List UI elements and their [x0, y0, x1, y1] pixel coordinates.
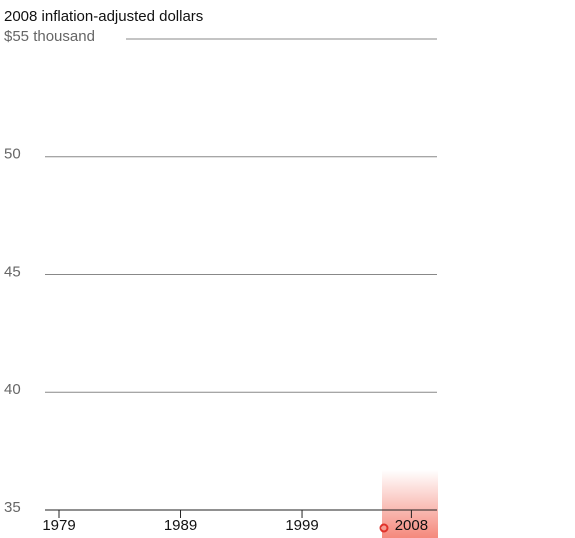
y-tick-label: 50	[4, 146, 21, 163]
highlight	[382, 470, 438, 538]
x-tick-label: 2008	[395, 517, 428, 534]
y-tick-label: 40	[4, 381, 21, 398]
axis-title: 2008 inflation-adjusted dollars	[4, 8, 203, 25]
cursor-icon	[379, 523, 389, 533]
y-tick-label: $55 thousand	[4, 28, 95, 45]
y-tick-label: 45	[4, 263, 21, 280]
x-tick-label: 1979	[42, 517, 75, 534]
y-tick-label: 35	[4, 499, 21, 516]
x-tick-label: 1999	[285, 517, 318, 534]
x-tick-label: 1989	[164, 517, 197, 534]
